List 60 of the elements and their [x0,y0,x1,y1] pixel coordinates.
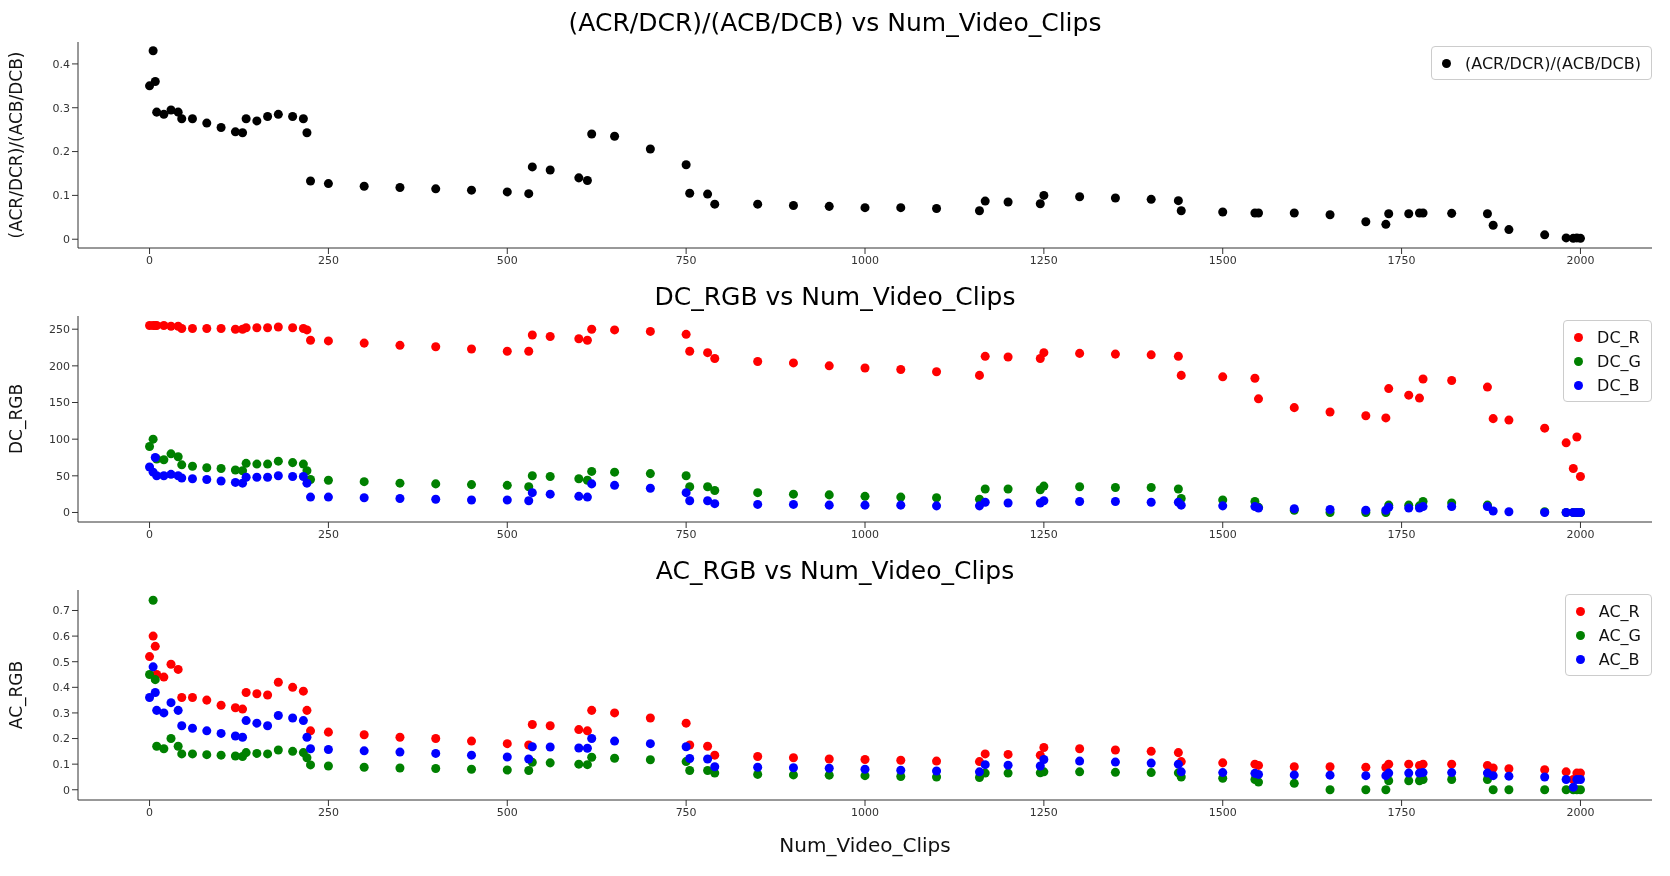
legend-label: (ACR/DCR)/(ACB/DCB) [1465,53,1641,73]
legend-label: AC_G [1598,625,1641,645]
x-tick-label: 250 [317,527,339,541]
y-tick-label: 0.7 [52,604,70,618]
x-tick-label: 2000 [1566,527,1595,541]
y-tick-label: 0.1 [52,189,70,203]
y-tick-label: 100 [49,433,70,447]
x-tick-label: 250 [317,805,339,819]
y-tick-label: 0 [63,506,70,520]
y-axis-title: AC_RGB [6,660,28,730]
x-tick-label: 1250 [1029,253,1058,267]
x-axis-title: Num_Video_Clips [779,833,951,858]
y-tick-label: 0.1 [52,758,70,772]
legend-label: DC_G [1597,351,1641,371]
y-tick-label: 0.2 [52,145,70,159]
y-tick-label: 0 [63,783,70,797]
y-tick-label: 0.3 [52,101,70,115]
chart-title: DC_RGB vs Num_Video_Clips [653,282,1017,312]
x-tick-label: 1500 [1208,805,1237,819]
x-tick-label: 1750 [1387,253,1416,267]
x-tick-label: 750 [675,253,697,267]
y-tick-label: 250 [49,323,70,337]
x-tick-label: 500 [496,805,518,819]
chart-title: AC_RGB vs Num_Video_Clips [654,556,1016,586]
legend-label: AC_R [1598,601,1640,621]
y-tick-label: 50 [56,469,70,483]
x-tick-label: 1500 [1208,527,1237,541]
x-tick-label: 0 [146,253,154,267]
legend-label: DC_B [1597,375,1640,395]
x-tick-label: 1500 [1208,253,1237,267]
x-tick-label: 500 [496,253,518,267]
y-tick-label: 0.6 [52,630,70,643]
legend-label: AC_B [1598,649,1640,669]
chart-title: (ACR/DCR)/(ACB/DCB) vs Num_Video_Clips [567,8,1103,38]
x-tick-label: 500 [496,527,518,541]
x-tick-label: 1000 [851,527,879,541]
x-tick-label: 1750 [1387,805,1416,819]
x-tick-label: 1000 [851,253,879,267]
x-tick-label: 250 [317,253,339,267]
x-tick-label: 2000 [1566,253,1595,267]
y-tick-label: 0.4 [52,681,70,695]
y-tick-label: 150 [49,396,70,410]
y-tick-label: 0.3 [52,706,70,720]
x-tick-label: 0 [146,527,154,541]
x-tick-label: 1250 [1029,527,1058,541]
y-tick-label: 0.5 [52,655,70,669]
y-axis-title: DC_RGB [6,383,28,455]
x-tick-label: 0 [146,805,154,819]
legend-label: DC_R [1597,327,1640,347]
x-tick-label: 2000 [1566,805,1595,819]
y-tick-label: 200 [49,359,70,373]
x-tick-label: 750 [675,527,697,541]
x-tick-label: 1750 [1387,527,1416,541]
y-tick-label: 0 [63,233,70,247]
y-tick-label: 0.4 [52,57,70,71]
x-tick-label: 750 [675,805,697,819]
y-tick-label: 0.2 [52,732,70,746]
x-tick-label: 1000 [851,805,879,819]
x-tick-label: 1250 [1029,805,1058,819]
y-axis-title: (ACR/DCR)/(ACB/DCB) [6,51,27,239]
